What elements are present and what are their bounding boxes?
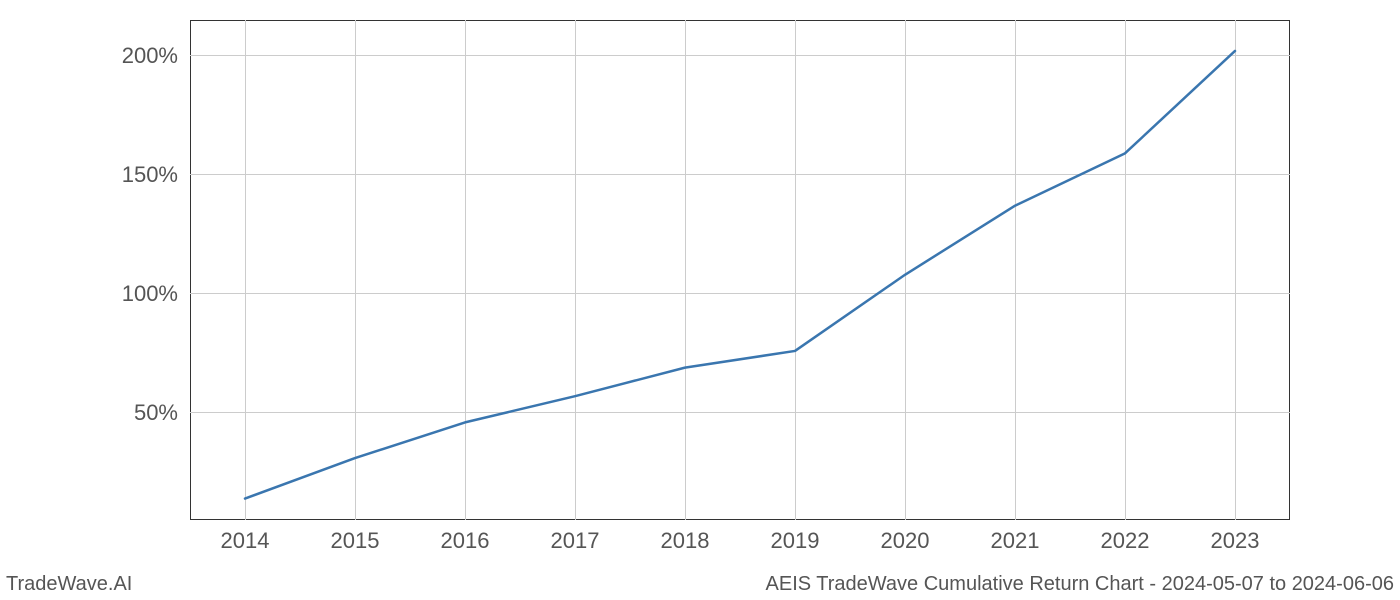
cumulative-return-chart: 2014201520162017201820192020202120222023… — [0, 0, 1400, 600]
series-line-cumulative-return — [245, 51, 1235, 499]
footer-right-label: AEIS TradeWave Cumulative Return Chart -… — [766, 573, 1394, 596]
chart-svg-layer — [0, 0, 1400, 600]
footer-left-label: TradeWave.AI — [6, 573, 132, 596]
